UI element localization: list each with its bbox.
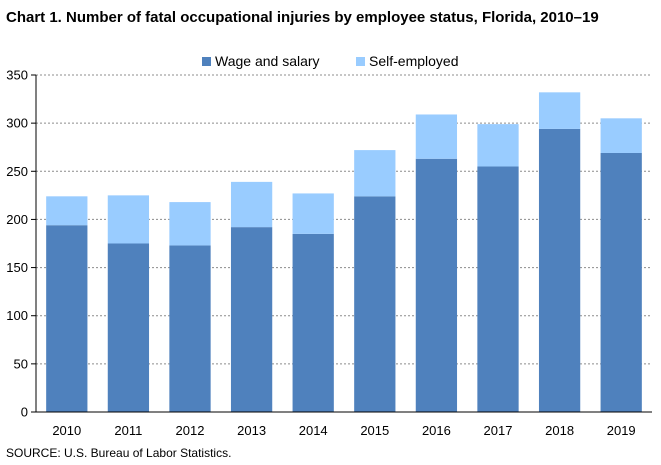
x-tick-label: 2015	[360, 423, 389, 438]
x-tick-label: 2018	[545, 423, 574, 438]
bar-wage-and-salary-2019	[600, 152, 642, 412]
legend-swatch-wage-and-salary	[202, 57, 211, 66]
bar-self-employed-2014	[292, 193, 334, 234]
bar-wage-and-salary-2014	[292, 233, 334, 412]
x-tick-label: 2010	[52, 423, 81, 438]
legend: Wage and salary Self-employed	[202, 53, 459, 69]
x-tick-label: 2019	[607, 423, 636, 438]
legend-label-self-employed: Self-employed	[369, 53, 459, 69]
y-tick-label: 350	[6, 68, 28, 83]
y-tick-label: 250	[6, 164, 28, 179]
bar-self-employed-2012	[169, 202, 211, 246]
bar-self-employed-2011	[107, 195, 150, 244]
y-axis-ticks: 0 50 100 150 200 250 300 350	[6, 68, 36, 420]
y-tick-label: 100	[6, 308, 28, 323]
bar-wage-and-salary-2013	[230, 227, 273, 412]
bar-self-employed-2019	[600, 118, 642, 153]
bar-self-employed-2015	[354, 150, 396, 197]
x-tick-label: 2011	[114, 423, 142, 438]
legend-label-wage-and-salary: Wage and salary	[215, 53, 320, 69]
x-tick-label: 2014	[299, 423, 328, 438]
bar-self-employed-2017	[477, 124, 519, 167]
bar-wage-and-salary-2010	[46, 225, 88, 412]
axes	[35, 75, 652, 413]
x-tick-label: 2017	[484, 423, 513, 438]
bar-wage-and-salary-2018	[538, 128, 581, 413]
y-tick-label: 50	[14, 356, 28, 371]
x-axis-ticks: 2010 2011 2012 2013 2014 2015 2016 2017 2018 2019	[52, 423, 635, 438]
x-tick-label: 2013	[237, 423, 266, 438]
legend-swatch-self-employed	[356, 57, 365, 66]
source-note: SOURCE: U.S. Bureau of Labor Statistics.	[6, 446, 232, 460]
y-tick-label: 300	[6, 116, 28, 131]
bar-wage-and-salary-2012	[169, 245, 211, 412]
bars	[46, 92, 642, 413]
y-tick-label: 200	[6, 212, 28, 227]
bar-self-employed-2016	[415, 114, 458, 159]
bar-self-employed-2010	[46, 196, 88, 226]
bar-self-employed-2013	[230, 181, 273, 228]
bar-wage-and-salary-2015	[354, 196, 396, 412]
bar-wage-and-salary-2017	[477, 166, 519, 412]
y-tick-label: 150	[6, 260, 28, 275]
x-tick-label: 2016	[422, 423, 451, 438]
x-tick-label: 2012	[176, 423, 205, 438]
y-tick-label: 0	[21, 405, 28, 420]
bar-wage-and-salary-2011	[107, 243, 150, 412]
bar-wage-and-salary-2016	[415, 158, 458, 412]
bar-self-employed-2018	[538, 92, 581, 129]
chart-title: Chart 1. Number of fatal occupational in…	[6, 9, 599, 26]
